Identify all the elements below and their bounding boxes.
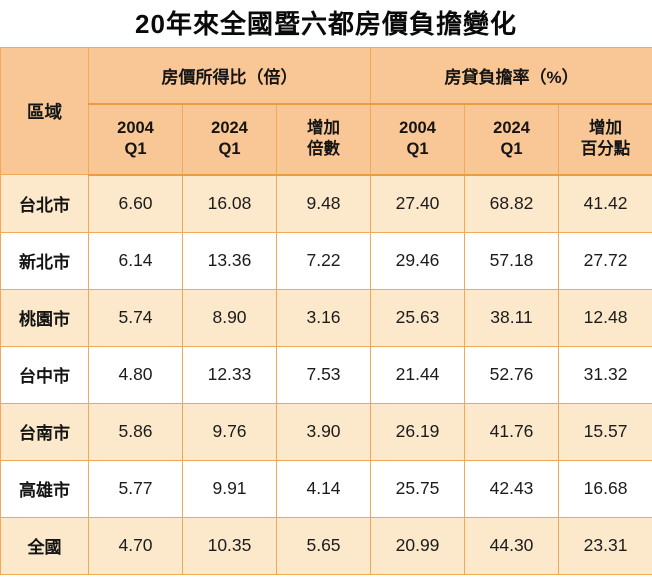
value-cell: 8.90 xyxy=(182,288,277,347)
value-cell: 7.22 xyxy=(275,231,372,290)
group-header-mortgage-burden-rate: 房貸負擔率（%） xyxy=(370,46,652,105)
table-row: 桃園市 5.74 8.90 3.16 25.63 38.11 12.48 xyxy=(0,288,652,347)
value-cell: 27.72 xyxy=(558,231,652,290)
value-cell: 4.14 xyxy=(275,459,372,518)
value-cell: 6.14 xyxy=(88,231,183,290)
value-cell: 41.42 xyxy=(558,174,652,233)
value-cell: 6.60 xyxy=(88,174,183,233)
value-cell: 25.75 xyxy=(370,459,466,518)
column-header-g0-c2: 增加 倍數 xyxy=(275,103,372,176)
column-header-g1-c0: 2004 Q1 xyxy=(370,103,466,176)
value-cell: 44.30 xyxy=(464,516,560,575)
value-cell: 5.65 xyxy=(275,516,372,575)
value-cell: 5.74 xyxy=(88,288,183,347)
value-cell: 20.99 xyxy=(370,516,466,575)
column-header-g1-c1: 2024 Q1 xyxy=(464,103,560,176)
value-cell: 10.35 xyxy=(182,516,277,575)
value-cell: 9.91 xyxy=(182,459,277,518)
value-cell: 68.82 xyxy=(464,174,560,233)
value-cell: 13.36 xyxy=(182,231,277,290)
value-cell: 25.63 xyxy=(370,288,466,347)
value-cell: 5.77 xyxy=(88,459,183,518)
value-cell: 9.48 xyxy=(275,174,372,233)
value-cell: 21.44 xyxy=(370,345,466,404)
table-header: 區域 房價所得比（倍） 房貸負擔率（%） 2004 Q1 2024 Q1 增加 倍數 200… xyxy=(0,46,652,176)
table-row: 高雄市 5.77 9.91 4.14 25.75 42.43 16.68 xyxy=(0,459,652,518)
table-row: 台南市 5.86 9.76 3.90 26.19 41.76 15.57 xyxy=(0,402,652,461)
table-row: 台中市 4.80 12.33 7.53 21.44 52.76 31.32 xyxy=(0,345,652,404)
value-cell: 29.46 xyxy=(370,231,466,290)
table-body: 台北市 6.60 16.08 9.48 27.40 68.82 41.42 新北市 6.14 13… xyxy=(0,174,652,575)
page-title: 20年來全國暨六都房價負擔變化 xyxy=(135,9,517,39)
value-cell: 38.11 xyxy=(464,288,560,347)
value-cell: 41.76 xyxy=(464,402,560,461)
table-row: 台北市 6.60 16.08 9.48 27.40 68.82 41.42 xyxy=(0,174,652,233)
region-column-header: 區域 xyxy=(0,46,89,176)
value-cell: 26.19 xyxy=(370,402,466,461)
value-cell: 5.86 xyxy=(88,402,183,461)
column-header-g0-c0: 2004 Q1 xyxy=(88,103,183,176)
region-cell: 台北市 xyxy=(0,174,89,233)
table-row: 新北市 6.14 13.36 7.22 29.46 57.18 27.72 xyxy=(0,231,652,290)
value-cell: 27.40 xyxy=(370,174,466,233)
group-header-price-income-ratio: 房價所得比（倍） xyxy=(87,46,372,105)
column-header-g1-c2: 增加 百分點 xyxy=(558,103,652,176)
region-cell: 新北市 xyxy=(0,231,89,290)
value-cell: 52.76 xyxy=(464,345,560,404)
housing-burden-table: 區域 房價所得比（倍） 房貸負擔率（%） 2004 Q1 2024 Q1 增加 倍數 200… xyxy=(0,46,652,575)
table-row: 全國 4.70 10.35 5.65 20.99 44.30 23.31 xyxy=(0,516,652,575)
value-cell: 3.90 xyxy=(275,402,372,461)
value-cell: 4.70 xyxy=(88,516,183,575)
region-cell: 桃園市 xyxy=(0,288,89,347)
value-cell: 4.80 xyxy=(88,345,183,404)
region-cell: 台中市 xyxy=(0,345,89,404)
value-cell: 3.16 xyxy=(275,288,372,347)
column-header-g0-c1: 2024 Q1 xyxy=(182,103,277,176)
sub-header-row: 2004 Q1 2024 Q1 增加 倍數 2004 Q1 2024 Q1 增加 百分點 xyxy=(1,103,652,176)
value-cell: 12.33 xyxy=(182,345,277,404)
value-cell: 23.31 xyxy=(558,516,652,575)
value-cell: 16.68 xyxy=(558,459,652,518)
group-header-row: 區域 房價所得比（倍） 房貸負擔率（%） xyxy=(0,46,652,176)
value-cell: 57.18 xyxy=(464,231,560,290)
value-cell: 15.57 xyxy=(558,402,652,461)
value-cell: 9.76 xyxy=(182,402,277,461)
value-cell: 31.32 xyxy=(558,345,652,404)
value-cell: 12.48 xyxy=(558,288,652,347)
region-cell: 全國 xyxy=(0,516,89,575)
region-cell: 高雄市 xyxy=(0,459,89,518)
value-cell: 16.08 xyxy=(182,174,277,233)
value-cell: 7.53 xyxy=(275,345,372,404)
value-cell: 42.43 xyxy=(464,459,560,518)
region-cell: 台南市 xyxy=(0,402,89,461)
